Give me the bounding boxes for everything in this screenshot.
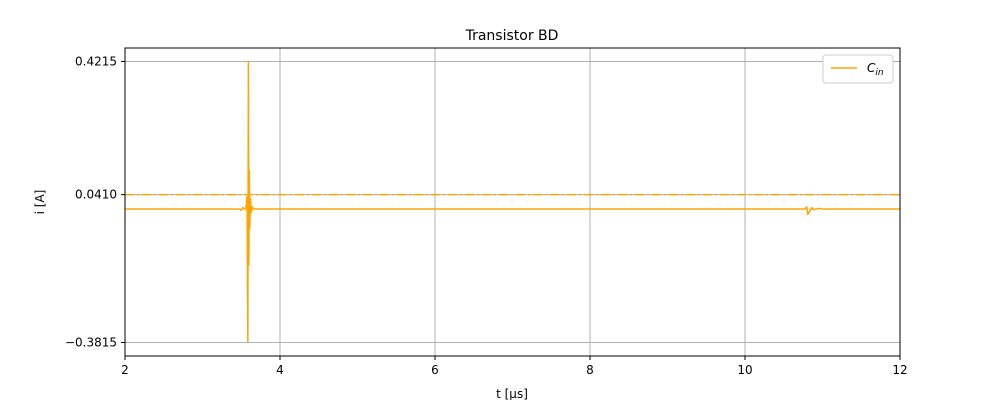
x-tick-label: 8: [586, 363, 594, 377]
x-tick-label: 12: [892, 363, 907, 377]
legend: Cin: [822, 54, 894, 84]
x-tick-label: 4: [276, 363, 284, 377]
series-layer: [125, 60, 900, 343]
y-tick-label: −0.3815: [65, 336, 117, 350]
y-tick-label: 0.4215: [75, 54, 117, 68]
ticks: 2 4 6 8 10 12 −0.3815 0.0410 0.4215: [65, 54, 908, 377]
x-tick-label: 2: [121, 363, 129, 377]
plot-frame: [124, 47, 901, 357]
y-axis-label: i [A]: [33, 190, 47, 215]
legend-box: [822, 54, 894, 84]
y-tick-label: 0.0410: [75, 188, 117, 202]
legend-label-c-in: Cin: [867, 61, 884, 78]
x-axis-label: t [μs]: [496, 387, 528, 400]
grid: [124, 48, 901, 356]
x-tick-label: 10: [737, 363, 752, 377]
chart-title: Transistor BD: [465, 28, 559, 44]
series-line-c-in: [125, 60, 900, 343]
x-tick-label: 6: [431, 363, 439, 377]
